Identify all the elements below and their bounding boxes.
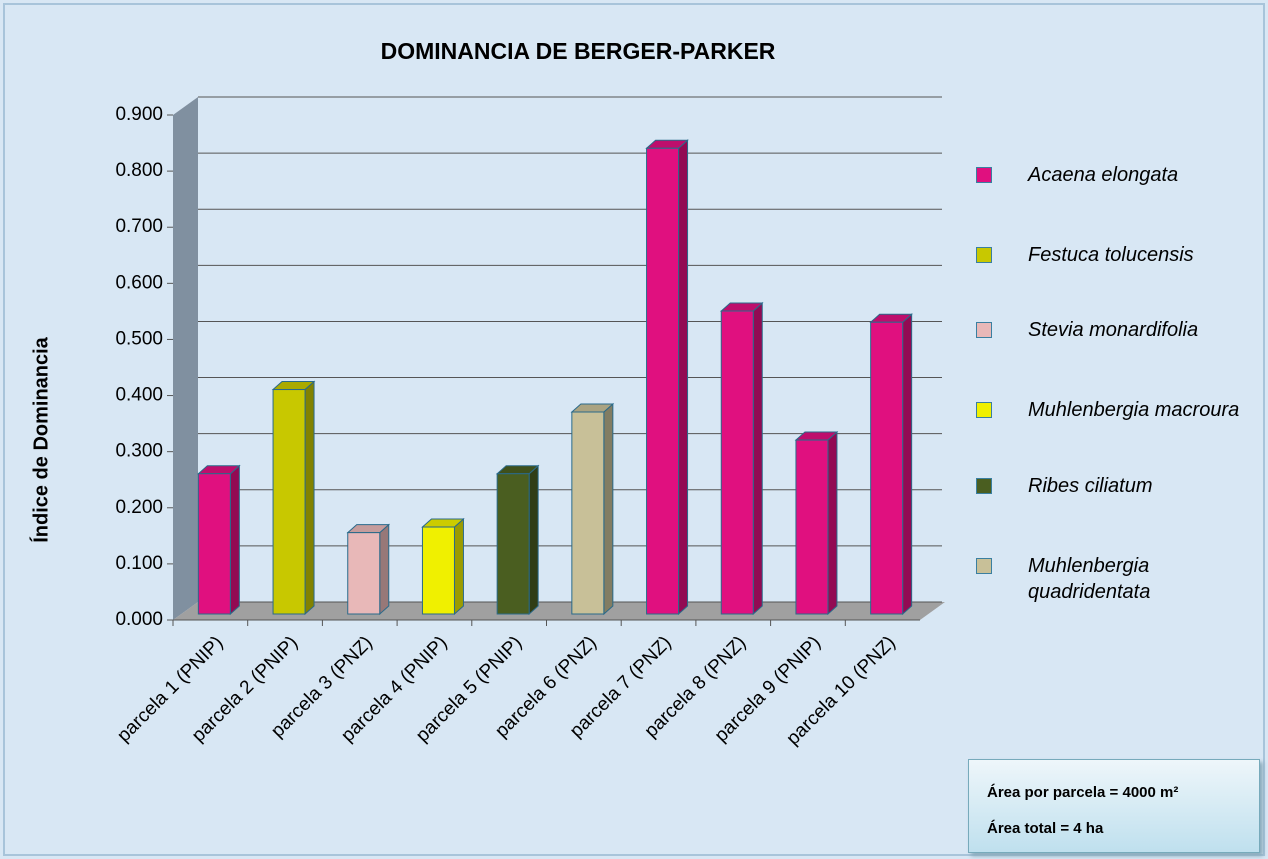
bar <box>197 464 241 616</box>
legend-swatch <box>976 247 992 263</box>
y-tick-label: 0.100 <box>115 553 163 574</box>
bar-front <box>870 321 904 615</box>
bar <box>869 313 913 616</box>
bar-side <box>678 139 689 616</box>
bar-front <box>646 147 680 615</box>
legend-swatch <box>976 167 992 183</box>
y-tick-label: 0.600 <box>115 272 163 293</box>
bar-side <box>752 301 763 616</box>
bar-front <box>272 389 306 615</box>
legend-label: Muhlenbergia macroura <box>1028 399 1240 421</box>
note: Área por parcela = 4000 m² <box>987 784 1179 801</box>
legend-item: Muhlenbergia macroura <box>976 397 1253 423</box>
note: Área total = 4 ha <box>987 820 1104 837</box>
side-wall <box>173 97 198 620</box>
legend-swatch <box>976 558 992 574</box>
legend-label: Ribes ciliatum <box>1028 475 1153 497</box>
bar-side <box>379 523 390 616</box>
legend-label: Muhlenbergia quadridentata <box>1028 555 1151 603</box>
bar-front <box>795 439 829 615</box>
y-tick-label: 0.700 <box>115 216 163 237</box>
bar-front <box>197 473 231 615</box>
chart-title: DOMINANCIA DE BERGER-PARKER <box>381 38 776 64</box>
bar-side <box>902 313 913 616</box>
bar-side <box>453 517 464 616</box>
bar-side <box>304 380 315 616</box>
bar-front <box>720 310 754 615</box>
y-tick-label: 0.400 <box>115 385 163 406</box>
bar-front <box>347 532 381 615</box>
y-tick-label: 0.500 <box>115 328 163 349</box>
bar <box>570 402 615 616</box>
y-tick-label: 0.300 <box>115 441 163 462</box>
y-axis-label: Índice de Dominancia <box>29 336 52 542</box>
y-tick-label: 0.800 <box>115 160 163 181</box>
note-box: Área por parcela = 4000 m² Área total = … <box>968 759 1260 853</box>
legend-label: Stevia monardifolia <box>1028 319 1199 341</box>
legend-item: Stevia monardifolia <box>976 317 1253 343</box>
bar-front <box>496 473 530 615</box>
bar-side <box>528 464 539 616</box>
legend-swatch <box>976 478 992 494</box>
bar-front <box>421 526 455 615</box>
bar <box>645 139 689 616</box>
bar <box>271 380 316 616</box>
legend-label: Acaena elongata <box>1028 164 1179 186</box>
bar <box>346 523 391 616</box>
legend-swatch <box>976 402 992 418</box>
bar <box>421 517 465 616</box>
legend-item: Acaena elongata <box>976 162 1253 188</box>
legend-item: Festuca tolucensis <box>976 242 1253 268</box>
bar <box>719 301 764 616</box>
legend-label: Festuca tolucensis <box>1028 244 1194 266</box>
bar-side <box>827 430 838 616</box>
y-tick-label: 0.900 <box>115 104 163 125</box>
bar-side <box>229 464 240 616</box>
bar-front <box>571 411 605 615</box>
bar-side <box>603 402 614 616</box>
legend-item: Ribes ciliatum <box>976 473 1253 499</box>
frame <box>3 3 1265 856</box>
bar <box>794 430 839 616</box>
legend-item: Muhlenbergia quadridentata <box>976 553 1253 605</box>
bar <box>495 464 540 616</box>
legend-swatch <box>976 322 992 338</box>
y-tick-label: 0.200 <box>115 497 163 518</box>
y-tick-label: 0.000 <box>115 609 163 630</box>
